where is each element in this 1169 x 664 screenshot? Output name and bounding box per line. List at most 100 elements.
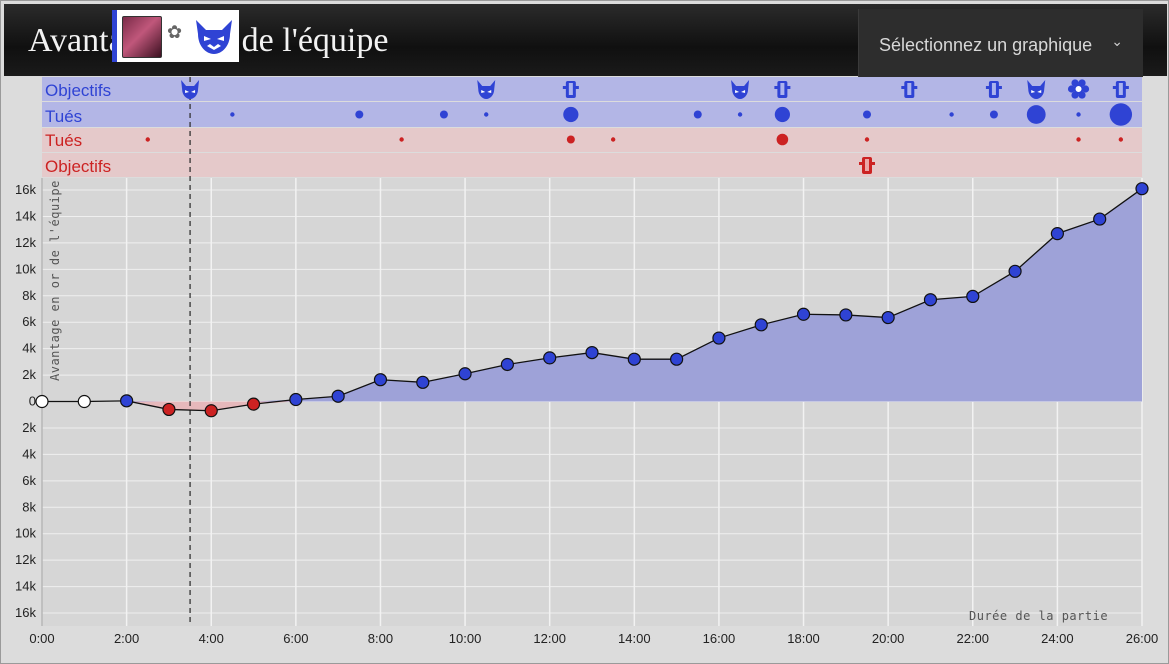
red-kill-marker bbox=[145, 137, 150, 142]
gold-advantage-chart: Objectifs Tués Tués Objectifs 16k 14k 12k 1… bbox=[15, 77, 1159, 646]
event-markers bbox=[145, 79, 1133, 174]
rift-herald-icon bbox=[196, 20, 232, 54]
data-point bbox=[246, 397, 261, 411]
red-kill-marker bbox=[399, 137, 404, 142]
y-tick-label: 0 bbox=[29, 394, 36, 409]
red-advantage-area bbox=[42, 401, 1142, 411]
x-tick-label: 0:00 bbox=[29, 631, 54, 646]
rift-herald-icon bbox=[477, 80, 496, 99]
x-tick-label: 22:00 bbox=[956, 631, 989, 646]
y-tick-label: 12k bbox=[15, 235, 36, 250]
data-point bbox=[1135, 182, 1149, 196]
data-point bbox=[543, 351, 557, 365]
y-tick-label: 10k bbox=[15, 261, 36, 276]
x-tick-label: 24:00 bbox=[1041, 631, 1074, 646]
y-tick-label: 6k bbox=[22, 473, 36, 488]
y-tick-label: 14k bbox=[15, 579, 36, 594]
blue-kill-marker bbox=[989, 110, 998, 119]
herald-eyes bbox=[185, 90, 196, 93]
red-kill-marker bbox=[610, 137, 616, 142]
tower-slit bbox=[780, 83, 785, 95]
data-point bbox=[416, 375, 430, 389]
data-point bbox=[627, 352, 641, 366]
tower-slit bbox=[1118, 83, 1123, 95]
inhibitor-petal bbox=[1078, 79, 1086, 87]
data-point bbox=[35, 394, 49, 409]
x-tick-label: 16:00 bbox=[703, 631, 736, 646]
tower-icon bbox=[985, 81, 1002, 98]
x-tick-label: 2:00 bbox=[114, 631, 139, 646]
x-tick-label: 18:00 bbox=[787, 631, 820, 646]
area-fill bbox=[42, 188, 1142, 411]
blue-kill-marker bbox=[230, 112, 235, 117]
data-point bbox=[77, 394, 91, 409]
series-points bbox=[35, 182, 1149, 418]
blue-kill-marker bbox=[863, 110, 871, 119]
red-kill-marker bbox=[566, 135, 575, 144]
red-kill-marker bbox=[864, 137, 870, 142]
blue-kill-marker bbox=[1109, 103, 1133, 126]
data-point bbox=[204, 404, 218, 418]
rift-herald-icon bbox=[731, 80, 750, 99]
chart-select-dropdown[interactable]: Sélectionnez un graphique ⌄ bbox=[858, 9, 1143, 77]
herald-eyes bbox=[1031, 90, 1042, 93]
x-tick-label: 20:00 bbox=[872, 631, 905, 646]
tower-icon bbox=[774, 81, 791, 98]
data-point bbox=[458, 367, 472, 381]
y-tick-label: 4k bbox=[22, 341, 36, 356]
y-tick-label: 2k bbox=[22, 367, 36, 382]
blue-kills-row bbox=[42, 102, 1142, 127]
event-tooltip: ✿ bbox=[112, 10, 239, 62]
tower-icon bbox=[562, 81, 579, 98]
data-point bbox=[923, 293, 938, 307]
data-point bbox=[162, 402, 176, 417]
blue-kill-marker bbox=[355, 110, 364, 119]
chevron-down-icon: ⌄ bbox=[1111, 33, 1123, 49]
bee-item-icon: ✿ bbox=[167, 22, 183, 42]
x-tick-label: 6:00 bbox=[283, 631, 308, 646]
panel-header: Avantage en or de l'équipe Sélectionnez … bbox=[4, 4, 1167, 77]
y-tick-label: 14k bbox=[15, 208, 36, 223]
y-axis-title: Avantage en or de l'équipe bbox=[48, 180, 62, 381]
data-point bbox=[670, 352, 684, 366]
tower-icon bbox=[1112, 81, 1129, 98]
herald-shape bbox=[1027, 80, 1046, 99]
blue-advantage-area bbox=[42, 188, 1142, 402]
blue-kill-marker bbox=[949, 112, 954, 117]
data-point bbox=[120, 394, 134, 408]
event-rows: Objectifs Tués Tués Objectifs bbox=[42, 77, 1142, 177]
data-point bbox=[500, 357, 514, 372]
x-tick-label: 12:00 bbox=[533, 631, 566, 646]
champion-portrait-icon bbox=[122, 16, 162, 58]
blue-kill-marker bbox=[774, 106, 790, 123]
red-objectives-label: Objectifs bbox=[45, 157, 111, 176]
tower-slit bbox=[907, 83, 912, 95]
y-tick-label: 16k bbox=[15, 182, 36, 197]
herald-eyes bbox=[735, 90, 746, 93]
x-tick-label: 26:00 bbox=[1126, 631, 1159, 646]
inhibitor-petal bbox=[1078, 91, 1086, 99]
blue-kills-label: Tués bbox=[45, 107, 82, 126]
data-point bbox=[966, 289, 980, 304]
y-tick-label: 12k bbox=[15, 552, 36, 567]
chart-select-label: Sélectionnez un graphique bbox=[879, 35, 1093, 55]
x-tick-label: 10:00 bbox=[449, 631, 482, 646]
y-tick-label: 2k bbox=[22, 420, 36, 435]
blue-kill-marker bbox=[484, 112, 489, 117]
y-tick-label: 10k bbox=[15, 526, 36, 541]
y-tick-label: 6k bbox=[22, 314, 36, 329]
tooltip-team-bar bbox=[112, 10, 117, 62]
red-kills-row bbox=[42, 128, 1142, 152]
x-tick-label: 14:00 bbox=[618, 631, 651, 646]
data-point bbox=[754, 318, 768, 332]
red-objectives-row bbox=[42, 153, 1142, 177]
inhibitor-petal bbox=[1067, 85, 1076, 93]
blue-kill-marker bbox=[439, 110, 448, 119]
data-point bbox=[373, 373, 388, 387]
data-point bbox=[1008, 264, 1022, 278]
data-point bbox=[881, 310, 895, 325]
blue-kill-marker bbox=[563, 106, 579, 123]
blue-kill-marker bbox=[737, 112, 743, 117]
data-point bbox=[331, 389, 345, 403]
blue-objectives-row bbox=[42, 77, 1142, 101]
